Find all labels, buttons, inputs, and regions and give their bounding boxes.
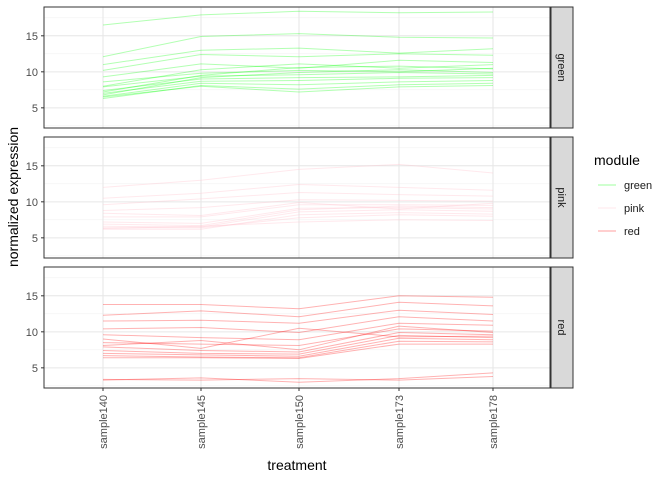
legend: module green pink red <box>594 152 652 238</box>
series-line-pink <box>102 201 494 217</box>
series-line-red <box>102 340 494 359</box>
facet-panel-red: red 5 10 15 <box>26 266 574 389</box>
series-line-pink <box>102 163 494 188</box>
series-line-red <box>102 328 494 347</box>
facet-strip-label: pink <box>555 187 567 208</box>
series-line-green <box>102 77 494 94</box>
series-line-red <box>102 372 494 383</box>
x-axis-label: treatment <box>267 457 326 473</box>
series-line-green <box>102 82 494 99</box>
x-tick-label: sample173 <box>394 395 406 449</box>
series-line-green <box>102 10 494 26</box>
panel-border <box>43 136 551 259</box>
legend-label: pink <box>624 203 645 215</box>
series-line-red <box>102 309 494 324</box>
legend-entry-green: green <box>598 180 652 192</box>
series-line-pink <box>102 191 494 206</box>
facet-panel-green: green 5 10 15 <box>26 6 574 129</box>
legend-entry-red: red <box>598 226 640 238</box>
series-line-red <box>102 337 494 357</box>
series-line-pink <box>102 199 494 211</box>
legend-label: green <box>624 180 652 192</box>
y-tick-label: 10 <box>26 197 38 209</box>
y-axis-label: normalized expression <box>5 127 21 267</box>
facet-panel-pink: pink 5 10 15 <box>26 136 574 259</box>
legend-label: red <box>624 226 640 238</box>
series-line-pink <box>102 209 494 228</box>
series-line-green <box>102 74 494 91</box>
x-tick-label: sample178 <box>488 395 500 449</box>
legend-title: module <box>594 152 640 168</box>
series-line-red <box>102 301 494 318</box>
series-line-green <box>102 80 494 97</box>
series-line-red <box>102 325 494 351</box>
series-line-green <box>102 53 494 71</box>
series-line-pink <box>102 207 494 224</box>
facet-strip-label: green <box>555 53 567 81</box>
y-tick-label: 10 <box>26 327 38 339</box>
panel-background <box>44 267 550 388</box>
series-line-green <box>102 47 494 66</box>
x-tick-label: sample145 <box>196 395 208 449</box>
y-tick-label: 5 <box>32 363 38 375</box>
y-tick-label: 15 <box>26 291 38 303</box>
legend-entry-pink: pink <box>598 203 645 215</box>
panel-border <box>43 6 551 129</box>
series-line-red <box>103 295 494 310</box>
series-line-red <box>103 343 493 360</box>
series-line-pink <box>103 204 494 218</box>
series-line-red <box>102 376 494 381</box>
facet-strip <box>550 136 574 259</box>
series-line-green <box>102 71 494 88</box>
y-tick-label: 5 <box>32 103 38 115</box>
series-line-pink <box>102 183 494 199</box>
panel-border <box>43 266 551 389</box>
x-tick-label: sample150 <box>294 395 306 449</box>
facet-strip <box>550 266 574 389</box>
series-line-pink <box>103 214 494 229</box>
y-tick-label: 15 <box>26 31 38 43</box>
series-line-green <box>102 63 494 87</box>
series-line-green <box>102 85 494 98</box>
series-line-green <box>102 59 494 78</box>
series-line-red <box>102 331 494 353</box>
facet-strip <box>550 6 574 129</box>
series-line-pink <box>103 212 494 230</box>
series-line-red <box>102 322 494 341</box>
facet-strip-label: red <box>555 320 567 336</box>
series-line-red <box>102 334 494 355</box>
y-tick-label: 5 <box>32 233 38 245</box>
series-line-red <box>102 327 494 349</box>
series-line-red <box>102 316 494 334</box>
series-line-pink <box>102 219 494 229</box>
y-tick-label: 10 <box>26 67 38 79</box>
series-line-pink <box>102 205 494 227</box>
series-line-green <box>102 67 494 83</box>
y-tick-label: 15 <box>26 161 38 173</box>
series-line-green <box>102 33 494 58</box>
series-line-green <box>102 69 494 96</box>
series-line-green <box>102 65 494 93</box>
x-tick-label: sample140 <box>98 395 110 449</box>
